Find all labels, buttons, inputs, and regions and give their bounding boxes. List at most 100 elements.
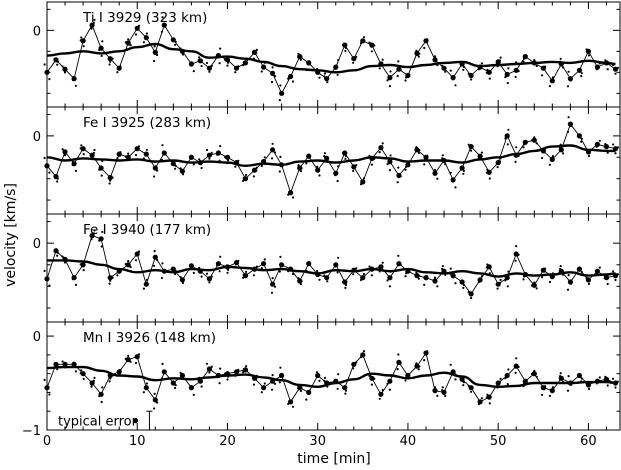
sample-dot	[396, 368, 399, 371]
measurement-point	[558, 147, 564, 153]
sample-dot	[417, 277, 420, 280]
sample-dot	[562, 152, 565, 155]
sample-dot	[606, 151, 609, 154]
sample-dot	[116, 71, 119, 74]
sample-dot	[614, 386, 617, 389]
sample-dot	[61, 148, 64, 151]
smoothed-line	[46, 144, 616, 168]
panel-title: Mn I 3926 (148 km)	[83, 330, 216, 346]
sample-dot	[127, 260, 130, 263]
measurement-point	[351, 361, 357, 367]
x-tick-label: 40	[400, 434, 417, 449]
sample-dot	[352, 61, 355, 64]
sample-dot	[462, 169, 465, 172]
measurement-point	[396, 66, 402, 72]
measurement-point	[414, 147, 420, 153]
sample-dot	[612, 377, 615, 380]
sample-dot	[381, 142, 384, 145]
sample-dot	[142, 41, 145, 44]
measurement-point	[197, 378, 203, 384]
sample-dot	[278, 99, 281, 102]
sample-dot	[580, 377, 583, 380]
sample-dot	[305, 162, 308, 165]
sample-dot	[506, 143, 509, 146]
sample-dot	[208, 281, 211, 284]
sample-dot	[174, 167, 177, 170]
measurement-point	[369, 42, 375, 48]
sample-dot	[389, 154, 392, 157]
sample-dot	[370, 163, 373, 166]
y-tick-label: 0	[33, 330, 41, 345]
measurement-point	[495, 59, 501, 65]
sample-dot	[614, 72, 617, 75]
sample-dot	[515, 146, 518, 149]
measurement-point	[251, 167, 258, 173]
sample-dot	[433, 386, 437, 389]
sample-dot	[506, 383, 509, 386]
sample-dot	[200, 275, 203, 278]
sample-dot	[48, 171, 51, 174]
sample-dot	[352, 367, 355, 370]
sample-dot	[218, 382, 221, 385]
sample-dot	[488, 77, 491, 80]
sample-dot	[404, 379, 407, 382]
sample-dot	[48, 393, 51, 396]
sample-dot	[449, 267, 452, 270]
sample-dot	[245, 173, 248, 177]
sample-dot	[499, 56, 502, 59]
measurement-point	[71, 161, 77, 167]
measurement-point	[576, 133, 583, 139]
sample-dot	[263, 156, 266, 159]
sample-dot	[323, 152, 326, 155]
sample-dot	[522, 146, 525, 149]
sample-dot	[93, 148, 96, 152]
measurement-point	[251, 49, 258, 56]
measurement-point	[423, 38, 429, 44]
panel-title: Fe I 3925 (283 km)	[83, 115, 211, 131]
sample-dot	[74, 169, 77, 172]
measurement-point	[477, 277, 483, 283]
measurement-point	[306, 261, 312, 267]
measurement-point	[315, 167, 321, 173]
sample-dot	[299, 170, 302, 173]
sample-dot	[252, 175, 255, 178]
sample-dot	[219, 47, 222, 50]
sample-dot	[74, 370, 77, 373]
sample-dot	[587, 387, 591, 391]
y-axis-title: velocity [km/s]	[3, 183, 19, 287]
measurement-point	[143, 35, 149, 41]
sample-dot	[101, 386, 104, 389]
sample-dot	[108, 282, 111, 285]
sample-dot	[337, 59, 340, 62]
measurement-point	[288, 73, 294, 80]
sample-dot	[219, 367, 222, 370]
sample-dot	[108, 380, 111, 383]
sample-dot	[580, 72, 583, 75]
sample-dot	[90, 27, 93, 30]
x-axis-title: time [min]	[297, 451, 370, 467]
sample-dot	[226, 64, 229, 67]
sample-dot	[208, 371, 211, 374]
sample-dot	[381, 261, 384, 264]
measurement-point	[261, 385, 267, 391]
sample-dot	[82, 45, 85, 48]
measurement-point	[134, 354, 140, 360]
sample-dot	[344, 286, 347, 289]
sample-dot	[101, 40, 104, 43]
sample-dot	[80, 369, 83, 372]
sample-dot	[252, 274, 255, 277]
measurement-point	[423, 154, 429, 160]
sample-dot	[404, 79, 407, 82]
measurement-point	[360, 275, 366, 281]
sample-dot	[587, 282, 591, 285]
sample-dot	[271, 66, 274, 69]
sample-dot	[388, 169, 391, 172]
typical-error-label: typical error	[58, 415, 138, 430]
sample-dot	[134, 361, 138, 365]
measurement-point	[504, 71, 510, 78]
measurement-point	[62, 361, 68, 367]
measurement-point	[513, 251, 519, 257]
sample-dot	[362, 36, 366, 39]
measurement-point	[495, 380, 501, 386]
measurement-point	[215, 150, 221, 156]
